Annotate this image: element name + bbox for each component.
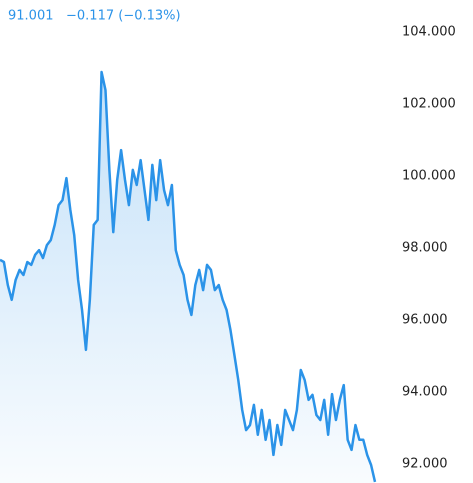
- price-change: −0.117 (−0.13%): [66, 9, 181, 24]
- y-tick-label: 104.000: [402, 25, 456, 40]
- y-tick-label: 92.000: [402, 456, 448, 471]
- last-price: 91.001: [8, 9, 54, 24]
- area: [0, 71, 375, 483]
- y-tick-label: 98.000: [402, 240, 448, 255]
- price-line: [0, 70, 377, 483]
- y-tick-label: 100.000: [402, 168, 456, 183]
- y-tick-label: 102.000: [402, 97, 456, 112]
- y-tick-label: 96.000: [402, 312, 448, 327]
- y-tick-label: 94.000: [402, 384, 448, 399]
